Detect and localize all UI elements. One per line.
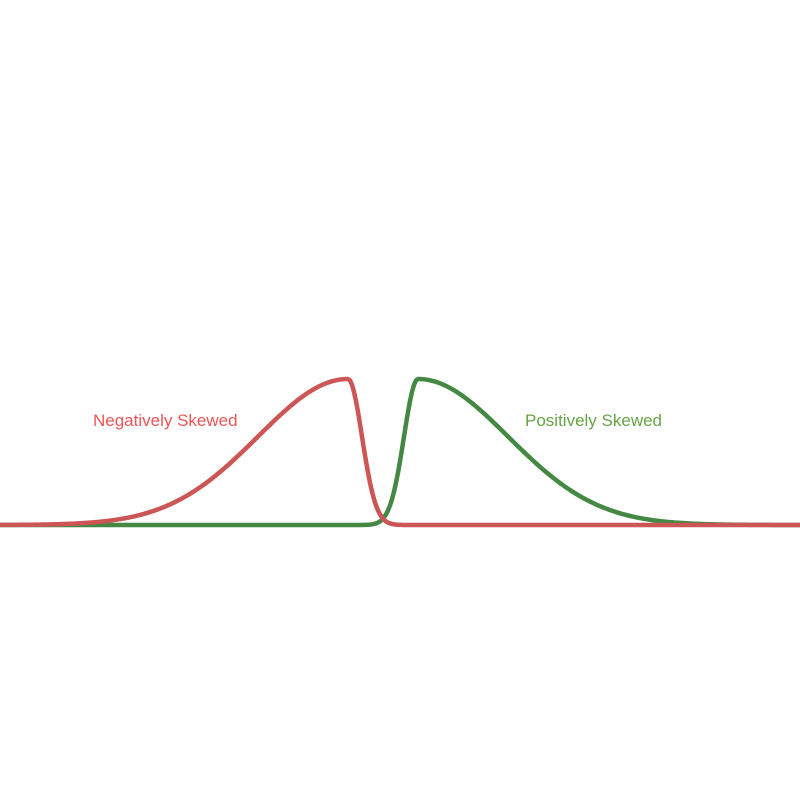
positive-skew-label: Positively Skewed xyxy=(525,411,662,430)
negative-skew-curve xyxy=(0,376,800,528)
negative-skew-label: Negatively Skewed xyxy=(93,411,238,430)
positive-skew-curve xyxy=(0,376,800,528)
